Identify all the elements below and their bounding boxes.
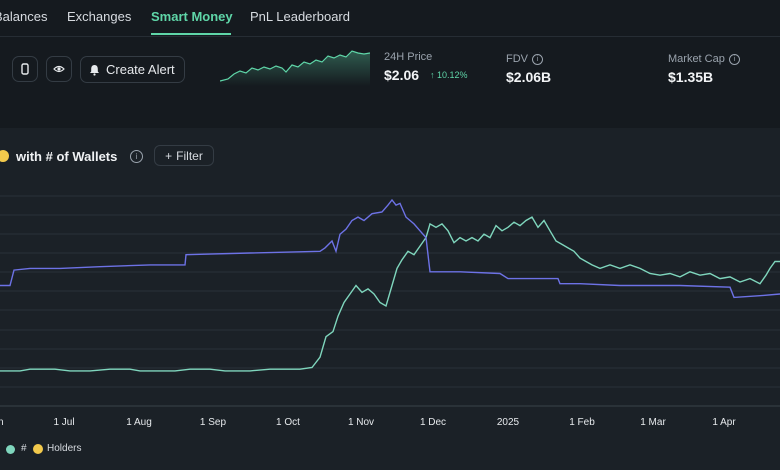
market-cap-info-icon[interactable]: i [728,54,740,65]
x-tick-label: 1 Jul [53,417,74,428]
x-tick-label: 1 Aug [126,417,152,428]
filter-label: Filter [176,148,203,163]
x-tick-label: 1 Dec [420,417,446,428]
wallets-series-line[interactable] [0,198,780,299]
x-tick-label: 1 Nov [348,417,374,428]
legend-hash: # [21,443,27,454]
x-tick-label: 1 Apr [712,417,736,428]
tab-smart-money[interactable]: Smart Money [151,9,233,24]
x-tick-label: 2025 [497,417,520,428]
chart-panel [0,128,780,470]
copy-icon [21,63,29,75]
price-sparkline [220,50,370,86]
market-cap-value: $1.35B [668,69,714,85]
arrow-up-icon: ↑ [430,70,438,80]
eye-icon [53,65,65,73]
watch-button[interactable] [46,56,72,82]
price-change: ↑ 10.12% [430,70,468,80]
sunglasses-emoji-icon [0,150,9,162]
x-tick-label: 1 Oct [276,417,300,428]
chart-info-icon[interactable]: i [130,150,143,163]
price-change-value: 10.12% [437,70,468,80]
plus-icon: + [165,148,173,163]
price-label: 24H Price [384,51,433,63]
fdv-info-icon[interactable]: i [532,54,543,65]
bell-icon [90,64,99,76]
filter-button[interactable]: + Filter [154,145,214,166]
tab-pnl-leaderboard[interactable]: PnL Leaderboard [250,9,350,24]
x-tick-label: 1 Sep [200,417,227,428]
chart-title: with # of Wallets [16,149,118,164]
legend-sunglasses-icon [33,444,43,454]
holders-chart: n 1 Jul 1 Aug 1 Sep 1 Oct 1 Nov 1 Dec 2025 1 Feb… [0,195,780,428]
holders-legend-swatch[interactable] [6,445,15,454]
create-alert-label: Create Alert [106,62,175,77]
holders-series-line[interactable] [0,216,780,372]
tab-exchanges[interactable]: Exchanges [67,9,132,24]
token-header [0,37,780,117]
x-tick-label: n [0,417,4,428]
market-cap-label: Market Cap i [668,53,740,65]
tab-balances[interactable]: Balances [0,9,48,24]
create-alert-button[interactable]: Create Alert [80,56,185,83]
price-value: $2.06 [384,67,420,83]
x-tick-label: 1 Mar [640,417,666,428]
top-nav: Balances Exchanges Smart Money PnL Leade… [0,0,780,37]
legend-holders-label: Holders [47,443,82,454]
copy-button[interactable] [12,56,38,82]
x-tick-label: 1 Feb [569,417,595,428]
fdv-label: FDV i [506,53,543,65]
active-tab-indicator [151,33,231,35]
fdv-value: $2.06B [506,69,552,85]
